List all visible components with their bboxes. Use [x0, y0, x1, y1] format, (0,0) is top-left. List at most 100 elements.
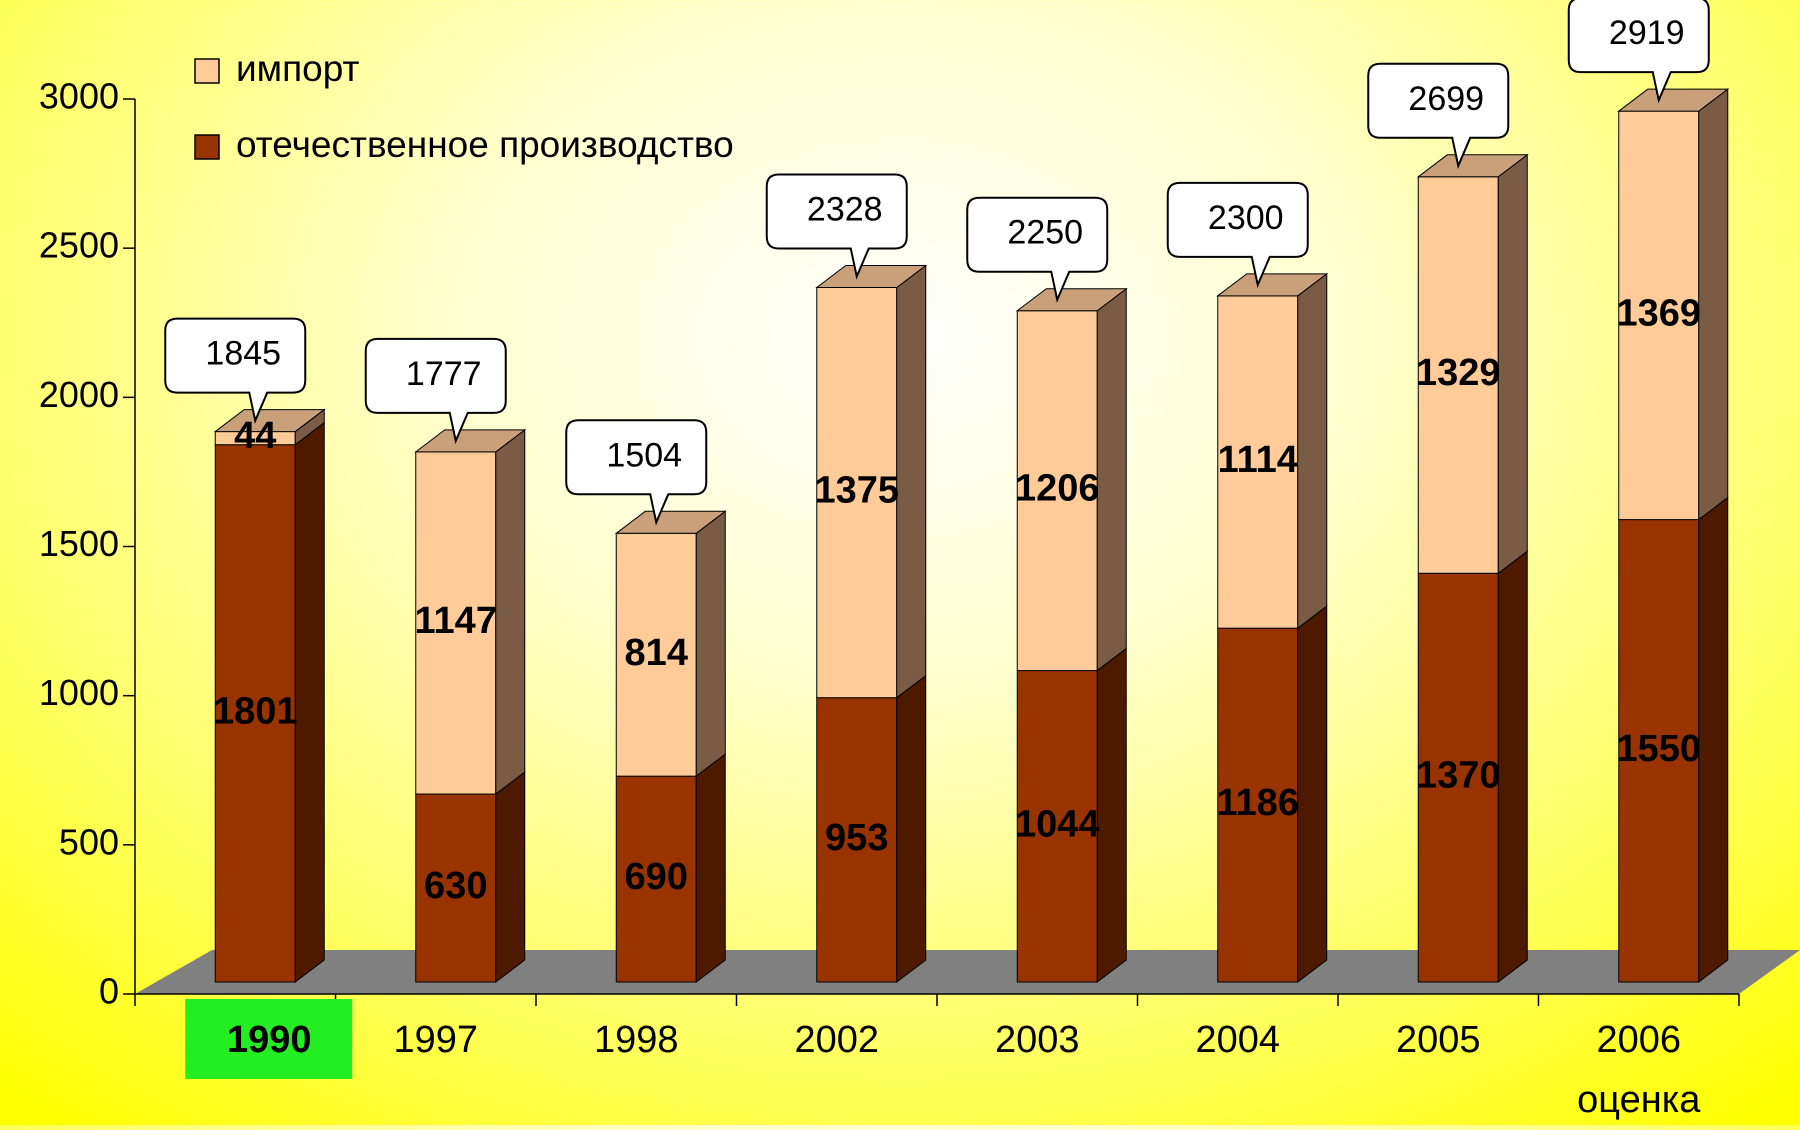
- y-tick-label: 3000: [39, 76, 119, 117]
- y-tick-label: 1500: [39, 523, 119, 564]
- x-tick-label: 2005: [1395, 1019, 1481, 1061]
- data-label: 1370: [1416, 755, 1501, 797]
- x-tick-label: 2003: [994, 1019, 1080, 1061]
- total-label: 1777: [406, 355, 482, 393]
- bar-front: [1016, 670, 1098, 983]
- total-label: 2328: [807, 190, 883, 228]
- bar-top: [213, 409, 326, 433]
- bar-segment: [1617, 88, 1730, 521]
- bar-side: [695, 510, 726, 778]
- bar-side: [495, 428, 526, 796]
- bar-side: [1497, 550, 1528, 984]
- x-tick-label: 1990: [226, 1019, 312, 1061]
- bar-front: [816, 697, 898, 983]
- total-label: 2699: [1408, 80, 1484, 118]
- y-tick-label: 500: [59, 821, 119, 862]
- legend-label: импорт: [236, 48, 359, 89]
- bar-front: [615, 775, 697, 983]
- y-tick-label: 0: [99, 971, 119, 1012]
- legend-swatch: [194, 58, 220, 84]
- callout: [1166, 181, 1309, 289]
- callout: [966, 196, 1109, 304]
- data-label: 1186: [1217, 782, 1299, 824]
- bar-segment: [1618, 496, 1729, 984]
- bar-segment: [614, 510, 727, 778]
- callout: [1567, 0, 1710, 104]
- bar-side: [294, 421, 325, 984]
- bar-side: [1698, 496, 1729, 984]
- bar-side: [495, 771, 526, 984]
- bar-front: [1618, 110, 1700, 521]
- bar-front: [415, 451, 497, 795]
- bar-side: [1297, 272, 1328, 630]
- bar-side: [1698, 88, 1729, 521]
- total-label: 1845: [205, 335, 281, 373]
- data-label: 1550: [1616, 728, 1701, 770]
- bar-segment: [213, 408, 326, 446]
- bar-side: [1096, 287, 1127, 672]
- bar-top: [1416, 154, 1529, 178]
- data-label: 1044: [1015, 803, 1100, 845]
- total-label: 2250: [1007, 214, 1083, 252]
- bar-side: [1096, 647, 1127, 984]
- y-tick-label: 1000: [39, 672, 119, 713]
- x-tick-label: 1998: [593, 1019, 679, 1061]
- bar-side: [1497, 153, 1528, 575]
- bar-segment: [1416, 153, 1529, 575]
- bar-segment: [815, 264, 928, 699]
- legend-label: отечественное производство: [236, 124, 734, 165]
- data-label: 630: [424, 865, 487, 907]
- bar-side: [695, 753, 726, 984]
- data-label: 690: [625, 856, 688, 898]
- bar-top: [1015, 288, 1128, 312]
- bar-side: [896, 264, 927, 699]
- bar-top: [614, 510, 727, 534]
- bar-segment: [1015, 287, 1128, 672]
- callout: [1367, 62, 1510, 170]
- bar-segment: [415, 771, 526, 984]
- bar-segment: [1216, 272, 1329, 630]
- bar-side: [1297, 605, 1328, 984]
- data-label: 814: [625, 632, 688, 674]
- data-label: 1114: [1218, 439, 1298, 481]
- x-tick-label: 2002: [794, 1019, 880, 1061]
- bar-segment: [414, 428, 527, 796]
- data-label: 1375: [814, 470, 899, 512]
- legend-swatch: [194, 134, 220, 160]
- bar-segment: [816, 674, 927, 984]
- y-tick-label: 2500: [39, 225, 119, 266]
- bar-segment: [615, 753, 726, 984]
- x-tick-label: 2006 оценка: [1577, 1019, 1701, 1121]
- total-label: 2919: [1609, 14, 1685, 52]
- data-label: 953: [825, 817, 888, 859]
- data-label: 1329: [1416, 352, 1501, 394]
- callout: [565, 419, 708, 526]
- x-tick-label: 1997: [393, 1019, 479, 1061]
- bar-front: [1016, 310, 1098, 672]
- bar-top: [414, 429, 527, 453]
- total-label: 2300: [1208, 199, 1284, 237]
- x-tick-label: 2004: [1195, 1019, 1281, 1061]
- bar-front: [816, 286, 898, 699]
- bar-top: [1216, 273, 1329, 297]
- callout: [765, 173, 908, 280]
- bar-front: [1618, 519, 1700, 983]
- category-highlight: [185, 999, 353, 1079]
- data-label: 1801: [213, 690, 298, 732]
- callout: [164, 317, 307, 424]
- bar-front: [1417, 176, 1499, 574]
- bar-top: [815, 264, 928, 288]
- floor: [135, 950, 1800, 994]
- data-label: 1206: [1015, 468, 1100, 510]
- data-label: 1369: [1616, 292, 1701, 334]
- bar-front: [415, 793, 497, 983]
- callout: [364, 337, 507, 445]
- bar-top: [1617, 88, 1730, 112]
- bar-side: [896, 674, 927, 984]
- data-label: 1147: [415, 600, 497, 642]
- total-label: 1504: [606, 436, 682, 474]
- bar-front: [1217, 295, 1299, 629]
- y-tick-label: 2000: [39, 374, 119, 415]
